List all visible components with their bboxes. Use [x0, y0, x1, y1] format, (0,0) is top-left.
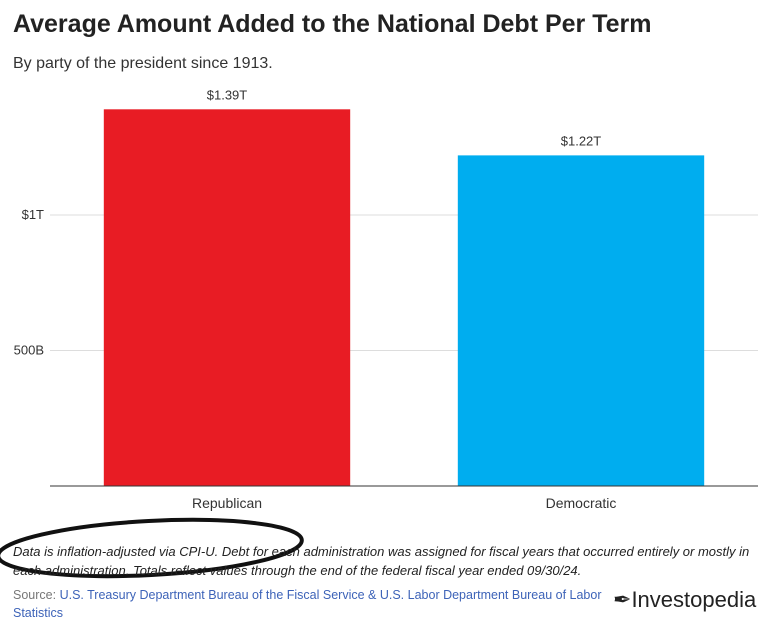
value-label: $1.39T — [207, 87, 248, 102]
bar — [103, 109, 351, 486]
logo-text: Investopedia — [631, 587, 757, 612]
value-label: $1.22T — [561, 133, 602, 148]
y-tick-label: $1T — [22, 207, 44, 222]
source-link[interactable]: U.S. Treasury Department Bureau of the F… — [13, 588, 602, 620]
x-tick-label: Republican — [192, 495, 262, 511]
chart-title: Average Amount Added to the National Deb… — [13, 10, 652, 38]
source: Source: U.S. Treasury Department Bureau … — [13, 586, 613, 622]
footnote: Data is inflation-adjusted via CPI-U. De… — [13, 544, 750, 578]
chart-subtitle: By party of the president since 1913. — [13, 55, 273, 72]
logo: ✒Investopedia — [613, 587, 757, 612]
source-label: Source: — [13, 588, 57, 602]
bar — [457, 155, 705, 486]
x-tick-label: Democratic — [546, 495, 617, 511]
annotation-ellipse — [0, 517, 304, 579]
y-tick-label: 500B — [14, 343, 44, 358]
